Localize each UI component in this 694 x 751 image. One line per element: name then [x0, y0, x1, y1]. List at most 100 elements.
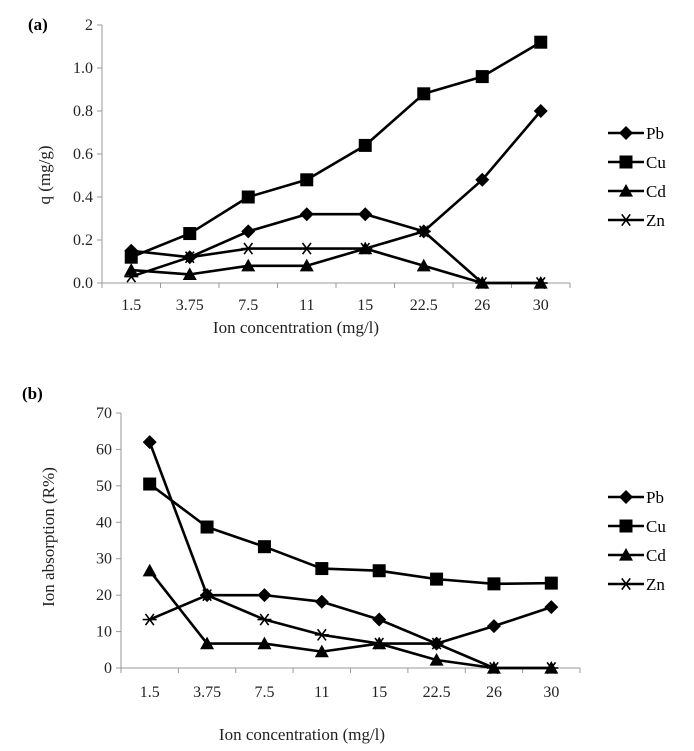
panel-b-series — [142, 435, 559, 675]
legend-label: Cd — [646, 182, 666, 201]
panel-b-label: (b) — [22, 384, 43, 403]
panel-a-x-ticks: 1.5 3.75 7.5 11 15 22.5 26 30 — [101, 283, 571, 314]
x-tick-label: 1.5 — [140, 684, 160, 701]
data-point-cd — [416, 258, 431, 272]
y-tick-label: 2 — [85, 17, 93, 34]
y-tick-label: 70 — [96, 405, 112, 422]
data-point-cu — [241, 190, 255, 204]
legend-item-pb: Pb — [608, 488, 664, 507]
x-tick-label: 7.5 — [238, 297, 258, 314]
data-point-cd — [142, 563, 157, 577]
data-point-cu — [544, 576, 558, 590]
data-point-zn — [372, 637, 387, 650]
data-point-cd — [200, 636, 215, 650]
series-line-pb — [131, 110, 542, 259]
data-point-zn — [142, 613, 157, 626]
y-tick-label: 0.8 — [73, 103, 93, 120]
data-point-cu — [143, 477, 157, 491]
data-point-pb — [241, 224, 256, 239]
data-point-cu — [475, 70, 489, 84]
data-point-zn — [533, 276, 548, 290]
y-tick-label: 10 — [96, 624, 112, 641]
series-line-cu — [148, 482, 552, 586]
data-point-zn — [544, 661, 559, 675]
data-point-cd — [299, 258, 314, 272]
data-point-pb — [475, 172, 490, 187]
series-zn — [142, 589, 559, 675]
data-point-cu — [430, 572, 444, 586]
legend-marker-cu — [619, 155, 633, 169]
y-tick-label: 20 — [96, 587, 112, 604]
data-point-zn — [429, 637, 444, 650]
legend-item-cu: Cu — [608, 153, 666, 172]
series-line-zn — [130, 230, 541, 285]
series-cd — [142, 563, 559, 674]
y-tick-label: 0.4 — [73, 189, 93, 206]
panel-a-legend: Pb Cu Cd Zn — [608, 124, 666, 230]
data-point-pb — [358, 207, 373, 222]
x-tick-label: 22.5 — [410, 297, 438, 314]
y-tick-label: 0 — [104, 660, 112, 677]
data-point-cu — [534, 35, 548, 49]
series-cu — [124, 35, 548, 264]
data-point-pb — [533, 104, 548, 118]
x-tick-label: 7.5 — [254, 684, 274, 701]
data-point-cd — [241, 258, 256, 272]
legend-marker-cd — [619, 184, 633, 197]
data-point-cu — [358, 138, 372, 152]
data-point-cd — [182, 267, 197, 280]
series-line-pb — [148, 441, 552, 645]
legend-marker-zn — [619, 577, 633, 591]
panel-b-y-ticks: 0 10 20 30 40 50 60 70 — [96, 405, 121, 677]
series-line-cu — [130, 41, 542, 259]
x-tick-label: 3.75 — [176, 297, 204, 314]
series-cu — [143, 477, 558, 591]
x-tick-label: 30 — [533, 297, 549, 314]
x-tick-label: 11 — [314, 684, 329, 701]
data-point-pb — [257, 588, 272, 603]
series-pb — [124, 104, 548, 265]
data-point-pb — [372, 612, 387, 627]
legend-marker-zn — [619, 213, 633, 227]
series-line-zn — [149, 593, 552, 670]
panel-a-axes — [101, 25, 570, 284]
legend-marker-pb — [619, 126, 633, 140]
x-tick-label: 30 — [543, 684, 559, 701]
data-point-zn — [124, 270, 139, 283]
panel-a-x-axis-title: Ion concentration (mg/l) — [213, 318, 379, 337]
legend-label: Zn — [646, 211, 665, 230]
data-point-zn — [200, 589, 215, 602]
panel-a-y-axis-title: q (mg/g) — [35, 145, 54, 204]
y-tick-label: 30 — [96, 551, 112, 568]
data-point-zn — [257, 613, 272, 626]
series-line-cd — [131, 247, 541, 285]
x-tick-label: 22.5 — [423, 684, 451, 701]
legend-item-zn: Zn — [608, 575, 665, 594]
legend-item-cu: Cu — [608, 517, 666, 536]
legend-marker-cu — [619, 519, 633, 533]
panel-b-legend: Pb Cu Cd Zn — [608, 488, 666, 594]
panel-b-chart: (b) Ion concentration (mg/l) Ion absorpt… — [22, 384, 666, 744]
data-point-zn — [416, 225, 431, 238]
data-point-zn — [475, 276, 490, 290]
data-point-pb — [486, 619, 501, 634]
data-point-zn — [486, 661, 501, 675]
series-pb — [142, 435, 559, 651]
legend-label: Pb — [646, 124, 664, 143]
data-point-zn — [299, 242, 314, 255]
legend-item-cd: Cd — [608, 546, 666, 565]
legend-marker-cd — [619, 548, 633, 561]
x-tick-label: 15 — [357, 297, 373, 314]
data-point-cu — [315, 562, 329, 576]
legend-marker-pb — [619, 490, 633, 504]
panel-a-label: (a) — [28, 15, 48, 34]
legend-label: Zn — [646, 575, 665, 594]
legend-label: Pb — [646, 488, 664, 507]
y-tick-label: 50 — [96, 478, 112, 495]
data-point-cd — [257, 636, 272, 650]
x-tick-label: 26 — [486, 684, 502, 701]
panel-b-y-axis-title: Ion absorption (R%) — [39, 467, 58, 607]
x-tick-label: 3.75 — [193, 684, 221, 701]
legend-item-cd: Cd — [608, 182, 666, 201]
